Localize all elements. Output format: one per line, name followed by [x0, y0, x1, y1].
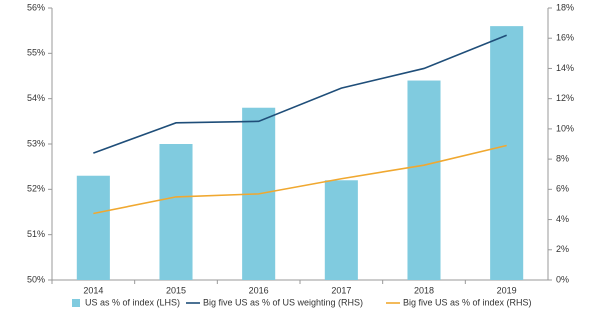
y2-tick-label: 4%: [556, 214, 569, 224]
y2-tick-label: 8%: [556, 153, 569, 163]
line: [93, 34, 507, 154]
x-tick-label: 2017: [331, 285, 351, 295]
y2-tick-label: 0%: [556, 274, 569, 284]
y-tick-label: 54%: [27, 93, 45, 103]
y-tick-label: 56%: [27, 2, 45, 12]
y-tick-label: 53%: [27, 138, 45, 148]
bar: [490, 26, 524, 281]
y-tick-label: 50%: [27, 274, 45, 284]
y2-tick-label: 6%: [556, 184, 569, 194]
legend-swatch: [72, 299, 80, 307]
y2-tick-label: 18%: [556, 2, 574, 12]
legend-label: US as % of index (LHS): [85, 297, 180, 307]
y-tick-label: 55%: [27, 48, 45, 58]
y2-tick-label: 2%: [556, 244, 569, 254]
bar: [76, 175, 110, 280]
legend-label: Big five US as % of US weighting (RHS): [203, 297, 363, 307]
x-tick-label: 2015: [166, 285, 186, 295]
y2-tick-label: 12%: [556, 93, 574, 103]
x-tick-label: 2016: [249, 285, 269, 295]
legend-label: Big five US as % of index (RHS): [403, 297, 532, 307]
y2-tick-label: 14%: [556, 63, 574, 73]
x-tick-label: 2014: [83, 285, 103, 295]
y2-tick-label: 16%: [556, 33, 574, 43]
y2-tick-label: 10%: [556, 123, 574, 133]
x-tick-label: 2019: [497, 285, 517, 295]
bar: [324, 180, 358, 280]
line: [93, 144, 507, 215]
bar: [407, 80, 441, 281]
x-tick-label: 2018: [414, 285, 434, 295]
y-tick-label: 52%: [27, 184, 45, 194]
bar: [159, 144, 193, 280]
y-tick-label: 51%: [27, 229, 45, 239]
